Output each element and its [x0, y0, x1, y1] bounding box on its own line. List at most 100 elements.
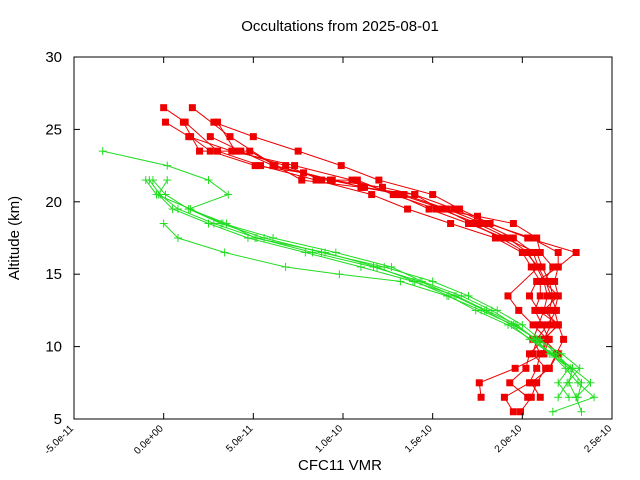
data-point: [98, 147, 107, 156]
series-line: [165, 121, 554, 398]
data-point: [515, 306, 523, 314]
data-point: [456, 205, 464, 213]
data-point: [465, 220, 473, 228]
data-point: [517, 408, 525, 416]
data-point: [479, 220, 487, 228]
data-point: [231, 147, 239, 155]
data-point: [504, 292, 512, 300]
data-point: [161, 118, 169, 126]
data-point: [411, 191, 419, 199]
data-point: [534, 263, 542, 271]
series-7: [213, 118, 562, 372]
data-point: [447, 220, 455, 228]
data-point: [538, 350, 546, 358]
data-point: [353, 176, 361, 184]
data-point: [375, 176, 383, 184]
data-point: [163, 161, 172, 170]
data-point: [387, 262, 396, 271]
data-point: [159, 219, 168, 228]
data-point: [179, 118, 187, 126]
data-point: [509, 234, 517, 242]
data-point: [380, 262, 389, 271]
data-point: [429, 191, 437, 199]
data-point: [361, 183, 369, 191]
series-line: [145, 179, 577, 398]
data-point: [206, 133, 214, 141]
data-point: [527, 379, 535, 387]
data-point: [210, 118, 218, 126]
data-point: [474, 212, 481, 220]
data-point: [337, 162, 345, 170]
data-point: [428, 277, 437, 286]
data-point: [249, 133, 257, 141]
y-tick-label: 10: [45, 339, 62, 356]
data-point: [524, 234, 532, 242]
data-point: [174, 234, 183, 242]
data-point: [560, 335, 568, 343]
data-point: [536, 248, 544, 256]
data-point: [436, 205, 444, 213]
x-tick-label: 2.0e-10: [493, 423, 525, 455]
data-point: [509, 320, 518, 329]
series-2: [160, 104, 553, 401]
data-point: [573, 378, 582, 387]
data-point: [545, 364, 553, 372]
data-point: [326, 176, 334, 184]
x-tick-label: 2.5e-10: [582, 423, 614, 455]
data-point: [163, 176, 172, 185]
data-point: [369, 262, 378, 271]
data-point: [504, 234, 512, 242]
data-point: [554, 378, 563, 387]
data-point: [500, 234, 508, 242]
data-point: [312, 176, 320, 184]
data-point: [549, 263, 557, 271]
data-point: [524, 393, 532, 401]
data-point: [533, 379, 541, 387]
data-point: [533, 364, 541, 372]
data-point: [554, 292, 562, 300]
data-point: [308, 248, 317, 257]
data-point: [294, 147, 302, 155]
x-tick-label: 1.5e-10: [403, 423, 435, 455]
data-point: [542, 364, 550, 372]
data-point: [204, 176, 213, 185]
y-axis-label: Altitude (km): [6, 196, 23, 280]
data-point: [526, 350, 534, 358]
data-point: [536, 292, 544, 300]
series-13: [145, 176, 573, 402]
y-tick-label: 5: [54, 411, 62, 428]
data-point: [269, 162, 277, 170]
data-point: [527, 263, 535, 271]
data-point: [538, 263, 546, 271]
data-point: [500, 393, 508, 401]
data-point: [468, 220, 476, 228]
data-point: [533, 234, 541, 242]
data-point: [506, 379, 514, 387]
data-point: [393, 191, 401, 199]
series-layer: [98, 104, 599, 416]
data-point: [457, 291, 466, 300]
data-point: [224, 190, 233, 199]
data-point: [474, 220, 481, 228]
data-point: [335, 270, 344, 279]
series-line: [148, 179, 570, 398]
data-point: [540, 277, 548, 285]
series-9: [98, 147, 595, 416]
data-point: [443, 205, 451, 213]
chart-title: Occultations from 2025-08-01: [241, 18, 439, 35]
data-point: [464, 291, 473, 300]
data-point: [450, 205, 458, 213]
data-point: [281, 262, 290, 271]
series-line: [210, 136, 548, 354]
data-point: [298, 176, 306, 184]
data-point: [554, 321, 562, 329]
data-point: [547, 292, 555, 300]
series-5: [210, 118, 580, 401]
data-point: [301, 248, 310, 257]
data-point: [209, 219, 218, 228]
data-point: [533, 277, 541, 285]
data-point: [577, 407, 586, 416]
data-point: [317, 176, 325, 184]
data-point: [509, 408, 517, 416]
